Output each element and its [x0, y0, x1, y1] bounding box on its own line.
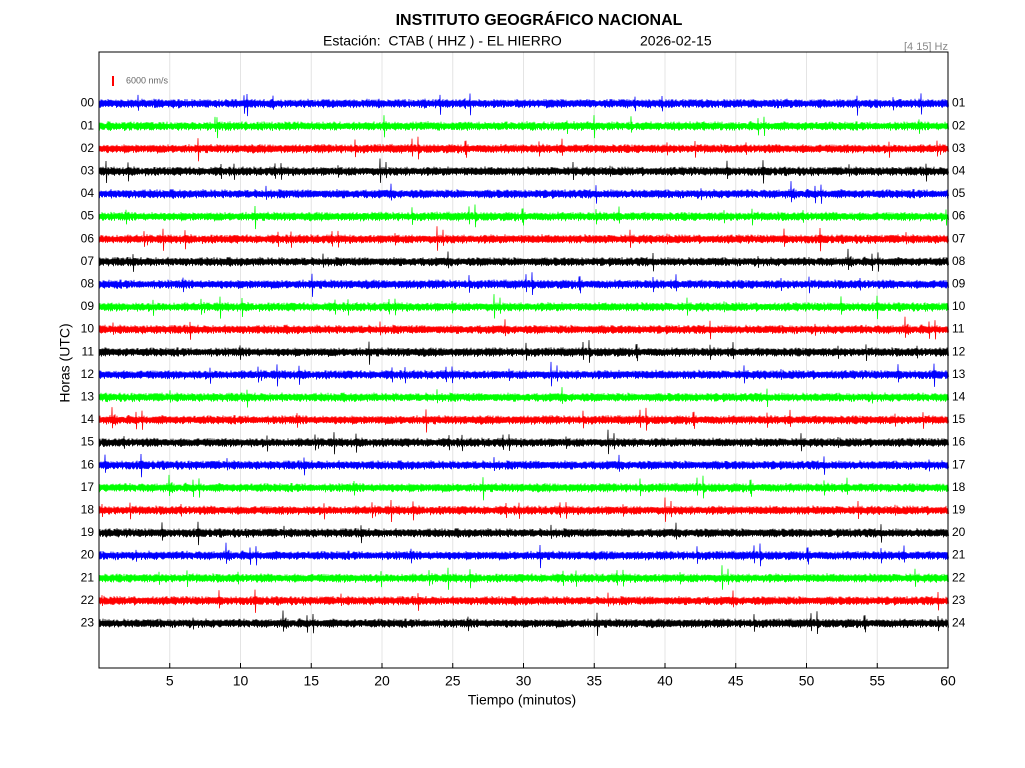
x-tick-label: 45: [728, 673, 744, 689]
row-label: 20: [81, 548, 95, 562]
trace: [98, 316, 949, 340]
trace: [98, 429, 949, 455]
row-label: 12: [81, 367, 95, 381]
trace: [98, 294, 949, 320]
trace: [98, 248, 949, 272]
x-axis-title: Tiempo (minutos): [468, 692, 576, 708]
station: Estación: CTAB ( HHZ ) - EL HIERRO: [323, 33, 562, 49]
row-end-label: 07: [952, 231, 966, 245]
row-label: 04: [81, 186, 95, 200]
row-end-label: 03: [952, 141, 966, 155]
row-end-label: 06: [952, 209, 966, 223]
row-end-label: 02: [952, 118, 966, 132]
trace: [98, 93, 949, 117]
x-tick-label: 15: [303, 673, 319, 689]
row-label: 05: [81, 209, 95, 223]
trace: [98, 542, 949, 569]
row-label: 01: [81, 118, 95, 132]
x-tick-label: 25: [445, 673, 461, 689]
row-end-label: 04: [952, 163, 966, 177]
x-tick-label: 55: [869, 673, 885, 689]
trace: [98, 453, 949, 478]
scale-label: 6000 nm/s: [126, 75, 169, 85]
x-tick-label: 10: [233, 673, 249, 689]
row-label: 06: [81, 231, 95, 245]
row-label: 16: [81, 457, 95, 471]
row-end-label: 01: [952, 96, 966, 110]
row-end-label: 12: [952, 344, 966, 358]
row-label: 22: [81, 593, 95, 607]
row-end-label: 21: [952, 548, 966, 562]
chart-title: INSTITUTO GEOGRÁFICO NACIONAL: [396, 10, 683, 29]
x-tick-label: 40: [657, 673, 673, 689]
row-end-label: 09: [952, 276, 966, 290]
row-end-label: 08: [952, 254, 966, 268]
trace: [98, 158, 949, 184]
row-label: 03: [81, 163, 95, 177]
y-axis-title: Horas (UTC): [57, 323, 73, 402]
row-label: 09: [81, 299, 95, 313]
row-end-label: 15: [952, 412, 966, 426]
trace: [98, 204, 949, 230]
row-label: 17: [81, 480, 95, 494]
row-end-label: 24: [952, 615, 966, 629]
row-label: 15: [81, 435, 95, 449]
row-end-label: 20: [952, 525, 966, 539]
trace: [98, 565, 949, 590]
row-label: 11: [82, 344, 95, 358]
row-label: 08: [81, 276, 95, 290]
x-tick-label: 50: [799, 673, 815, 689]
x-tick-label: 5: [166, 673, 174, 689]
date: 2026-02-15: [640, 33, 712, 49]
row-label: 00: [81, 96, 95, 110]
trace: [98, 589, 949, 613]
row-end-label: 19: [952, 502, 966, 516]
trace: [98, 226, 949, 252]
row-end-label: 05: [952, 186, 966, 200]
filter: [4 15] Hz: [904, 41, 948, 53]
row-end-label: 11: [952, 322, 965, 336]
row-end-label: 22: [952, 570, 966, 584]
row-label: 13: [81, 389, 95, 403]
row-label: 07: [81, 254, 95, 268]
row-label: 21: [81, 570, 95, 584]
row-label: 23: [81, 615, 95, 629]
trace: [98, 407, 949, 433]
trace: [98, 474, 949, 501]
row-label: 10: [81, 322, 95, 336]
row-end-label: 16: [952, 435, 966, 449]
row-end-label: 10: [952, 299, 966, 313]
trace: [98, 521, 949, 546]
row-end-label: 14: [952, 389, 966, 403]
x-tick-label: 30: [516, 673, 532, 689]
trace: [98, 610, 949, 636]
trace: [98, 361, 949, 387]
trace: [98, 497, 949, 523]
row-end-label: 17: [952, 457, 966, 471]
x-tick-label: 35: [586, 673, 602, 689]
row-label: 02: [81, 141, 95, 155]
x-tick-label: 60: [940, 673, 956, 689]
row-label: 18: [81, 502, 95, 516]
row-end-label: 13: [952, 367, 966, 381]
trace: [98, 136, 949, 162]
row-end-label: 18: [952, 480, 966, 494]
row-label: 14: [81, 412, 95, 426]
trace: [98, 115, 949, 139]
trace: [98, 272, 949, 297]
trace: [98, 340, 949, 365]
x-tick-label: 20: [374, 673, 390, 689]
row-end-label: 23: [952, 593, 966, 607]
row-label: 19: [81, 525, 95, 539]
trace: [98, 181, 949, 204]
trace: [98, 387, 949, 408]
